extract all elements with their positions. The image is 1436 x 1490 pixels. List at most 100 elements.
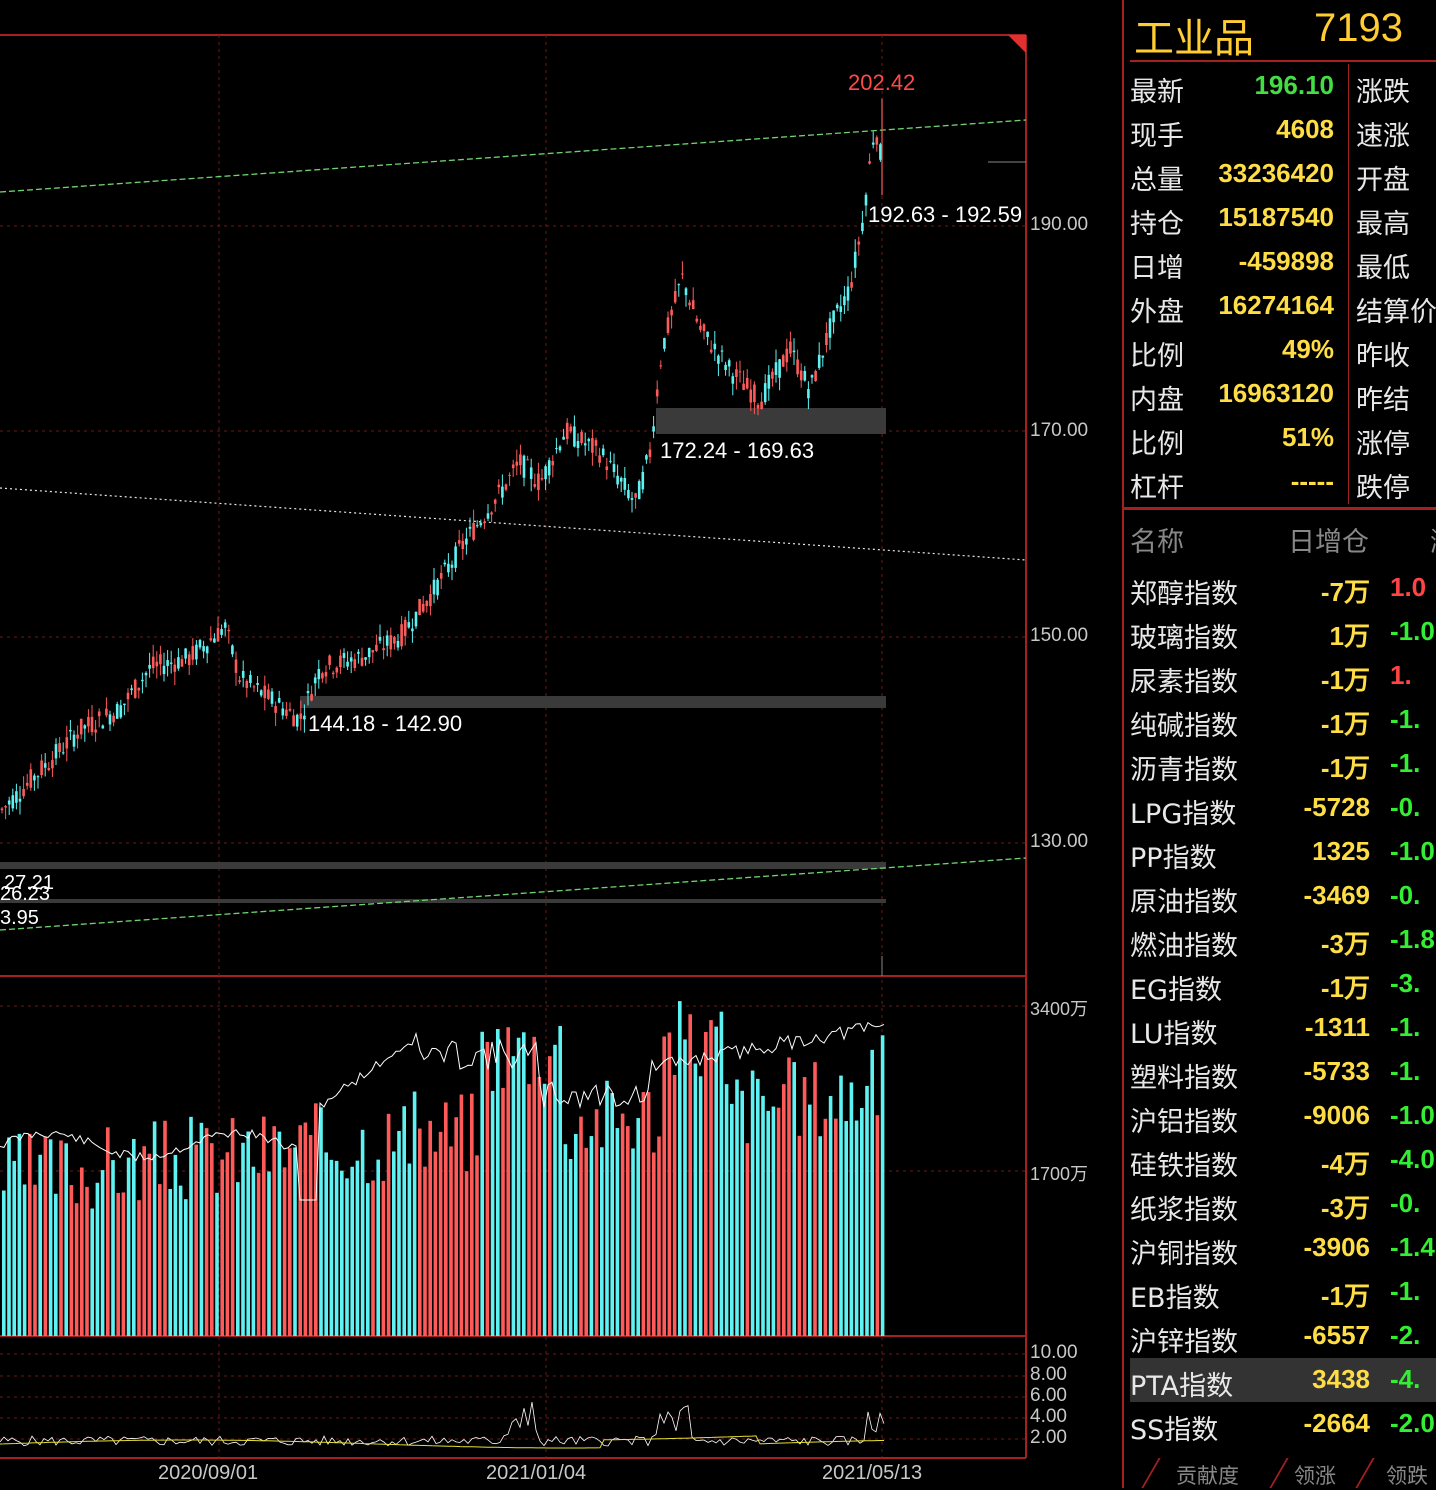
list-item-name: SS指数 xyxy=(1130,1415,1219,1446)
quote-label-secondary: 跌停 xyxy=(1356,473,1410,504)
candle-body xyxy=(461,540,465,550)
tab-leading-gainers[interactable]: 领涨 xyxy=(1294,1464,1336,1488)
candle-body xyxy=(141,679,144,682)
candle-body xyxy=(205,646,209,654)
kline-chart-svg[interactable] xyxy=(0,0,1120,1488)
list-item-change-pct: -4. xyxy=(1390,1364,1421,1394)
list-item-oi-change: 3438 xyxy=(1312,1364,1370,1394)
candle-body xyxy=(317,668,321,680)
list-item[interactable]: 沪锌指数 -6557 -2. xyxy=(1130,1314,1436,1358)
list-item[interactable]: PP指数 1325 -1.0 xyxy=(1130,830,1436,874)
list-item-oi-change: -5728 xyxy=(1303,792,1371,822)
list-item[interactable]: 纸浆指数 -3万 -0. xyxy=(1130,1182,1436,1226)
volume-bar xyxy=(204,1128,209,1336)
volume-bar xyxy=(381,1180,386,1336)
volume-bar xyxy=(392,1151,396,1336)
quote-row: 外盘 16274164 结算价 xyxy=(1130,284,1436,328)
volume-bar xyxy=(688,1014,692,1336)
candle-body xyxy=(382,648,385,651)
volume-bar xyxy=(262,1116,266,1336)
list-item[interactable]: 沪铝指数 -9006 -1.0 xyxy=(1130,1094,1436,1138)
candle-body xyxy=(565,422,569,440)
candle-body xyxy=(724,364,727,370)
tab-leading-losers[interactable]: 领跌 xyxy=(1386,1464,1428,1488)
candle-body xyxy=(357,651,360,654)
candle-body xyxy=(429,594,432,607)
list-item[interactable]: EG指数 -1万 -3. xyxy=(1130,962,1436,1006)
candle-body xyxy=(450,564,454,568)
list-item-change-pct: -1.8 xyxy=(1390,924,1435,954)
list-header-name[interactable]: 名称 xyxy=(1130,527,1184,558)
list-item[interactable]: 塑料指数 -5733 -1. xyxy=(1130,1050,1436,1094)
volume-bar xyxy=(652,1152,656,1336)
candle-body xyxy=(479,522,483,526)
volume-bar xyxy=(516,1037,521,1336)
volume-bar xyxy=(314,1103,318,1336)
volume-bar xyxy=(563,1144,568,1336)
volume-bar xyxy=(28,1133,32,1336)
volume-bar xyxy=(184,1199,188,1336)
list-item[interactable]: 郑醇指数 -7万 1.0 xyxy=(1130,566,1436,610)
candle-body xyxy=(756,404,760,409)
kline-chart-area[interactable]: 190.00 170.00 150.00 130.00 3400万 1700万 … xyxy=(0,0,1120,1488)
volume-bar xyxy=(158,1184,162,1336)
candle-body xyxy=(785,348,789,363)
list-item[interactable]: 原油指数 -3469 -0. xyxy=(1130,874,1436,918)
list-header-change[interactable]: 涨 xyxy=(1430,520,1436,559)
candle-body xyxy=(709,349,713,353)
volume-bar xyxy=(620,1113,625,1336)
list-item[interactable]: 沥青指数 -1万 -1. xyxy=(1130,742,1436,786)
list-item[interactable]: 硅铁指数 -4万 -4.0 xyxy=(1130,1138,1436,1182)
volume-bar xyxy=(662,1036,666,1336)
candle-body xyxy=(648,449,652,457)
list-item[interactable]: LPG指数 -5728 -0. xyxy=(1130,786,1436,830)
list-header-oi-change[interactable]: 日增仓 xyxy=(1288,527,1369,558)
list-item[interactable]: 玻璃指数 1万 -1.0 xyxy=(1130,610,1436,654)
candle-body xyxy=(277,698,281,703)
volume-bar xyxy=(594,1109,599,1336)
volume-bar xyxy=(173,1154,178,1336)
list-item[interactable]: SS指数 -2664 -2.0 xyxy=(1130,1402,1436,1446)
list-item[interactable]: 纯碱指数 -1万 -1. xyxy=(1130,698,1436,742)
candle-body xyxy=(612,464,616,473)
list-item[interactable]: PTA指数 3438 -4. xyxy=(1130,1358,1436,1402)
candle-body xyxy=(522,455,526,478)
candle-body xyxy=(587,438,591,442)
quote-value: 49% xyxy=(1281,334,1334,364)
list-item[interactable]: 沪铜指数 -3906 -1.4 xyxy=(1130,1226,1436,1270)
candle-body xyxy=(90,716,94,733)
list-item-change-pct: -2.0 xyxy=(1390,1408,1435,1438)
quote-label-secondary: 昨结 xyxy=(1356,385,1410,416)
volume-bar xyxy=(329,1159,334,1336)
candle-body xyxy=(47,768,51,771)
volume-bar xyxy=(532,1036,536,1336)
candle-body xyxy=(252,686,256,688)
list-item-oi-change: -3万 xyxy=(1320,929,1370,959)
list-item[interactable]: 尿素指数 -1万 1. xyxy=(1130,654,1436,698)
quote-value: 33236420 xyxy=(1218,158,1334,188)
quote-label-secondary: 最高 xyxy=(1356,209,1410,240)
volume-bar xyxy=(865,1085,869,1336)
volume-bar xyxy=(43,1136,48,1336)
volume-bar xyxy=(152,1121,157,1336)
candle-body xyxy=(33,775,36,781)
candle-body xyxy=(411,628,414,632)
candle-body xyxy=(367,647,371,658)
candle-body xyxy=(393,637,396,644)
volume-bar xyxy=(548,1056,552,1336)
list-item[interactable]: 燃油指数 -3万 -1.8 xyxy=(1130,918,1436,962)
volume-bar xyxy=(860,1108,864,1336)
tab-contribution[interactable]: 贡献度 xyxy=(1176,1464,1239,1488)
candle-body xyxy=(353,659,357,668)
list-header: 名称 日增仓 涨 xyxy=(1130,520,1436,560)
volume-bar xyxy=(735,1079,739,1336)
candle-body xyxy=(130,688,133,691)
volume-bar xyxy=(823,1118,828,1336)
instrument-title-row[interactable]: 工业品 7193 xyxy=(1130,0,1436,62)
candle-body xyxy=(65,737,69,749)
candle-body xyxy=(83,725,87,729)
list-item[interactable]: EB指数 -1万 -1. xyxy=(1130,1270,1436,1314)
volume-bar xyxy=(350,1166,354,1336)
volume-bar xyxy=(178,1185,183,1336)
list-item[interactable]: LU指数 -1311 -1. xyxy=(1130,1006,1436,1050)
